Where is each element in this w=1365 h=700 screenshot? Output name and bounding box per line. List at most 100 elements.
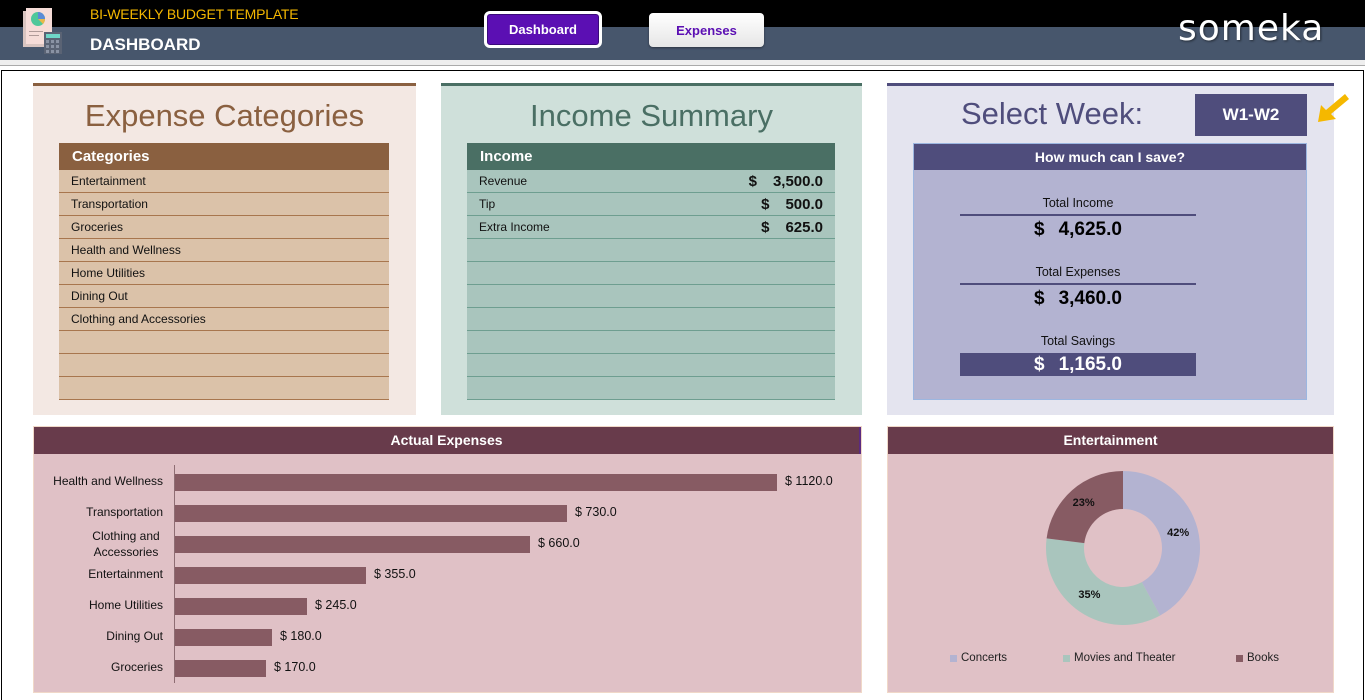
legend-item[interactable]: Concerts [950, 652, 1007, 664]
expense-categories-panel: Expense Categories Categories Entertainm… [33, 83, 416, 415]
bar[interactable] [175, 505, 567, 522]
bar-chart-axis [174, 465, 175, 683]
donut-chart[interactable] [1046, 471, 1200, 625]
category-row[interactable]: Home Utilities [59, 262, 389, 285]
app-title: BI-WEEKLY BUDGET TEMPLATE [90, 6, 299, 22]
income-summary-panel: Income Summary Income Revenue $3,500.0 Ti… [441, 83, 862, 415]
currency-symbol: $ [1034, 288, 1045, 309]
category-row[interactable]: Entertainment [59, 170, 389, 193]
categories-table: Categories Entertainment Transportation … [59, 143, 389, 400]
app-header: BI-WEEKLY BUDGET TEMPLATE DASHBOARD Dash… [0, 0, 1365, 60]
donut-slice[interactable] [1123, 471, 1200, 616]
income-value: 3,500.0 [772, 173, 823, 190]
currency-symbol: $ [748, 173, 757, 190]
week-selector-dropdown[interactable]: W1-W2 [1195, 94, 1307, 136]
income-summary-title: Income Summary [530, 98, 773, 133]
bar-row: Dining Out $ 180.0 [34, 628, 861, 648]
legend-label: Books [1247, 652, 1279, 664]
bar-value-label: $ 180.0 [280, 629, 322, 643]
budget-logo-icon [23, 8, 62, 54]
donut-percent-label: 42% [1167, 526, 1190, 539]
savings-header: How much can I save? [914, 144, 1306, 170]
income-row-empty[interactable] [467, 285, 835, 308]
currency-symbol: $ [1034, 354, 1045, 375]
total-expenses-label: Total Expenses [1035, 265, 1121, 279]
income-row[interactable]: Extra Income $625.0 [467, 216, 835, 239]
donut-percent-label: 35% [1078, 588, 1101, 601]
bar[interactable] [175, 567, 366, 584]
total-income-value: $4,625.0 [960, 219, 1196, 241]
dashboard-nav-button[interactable]: Dashboard [484, 11, 602, 48]
page-title: DASHBOARD [90, 35, 201, 54]
currency-symbol: $ [761, 196, 770, 213]
bar[interactable] [175, 660, 266, 677]
expense-categories-title: Expense Categories [84, 98, 365, 133]
category-row[interactable]: Transportation [59, 193, 389, 216]
income-value: 500.0 [785, 196, 823, 213]
legend-swatch-icon [950, 654, 957, 662]
header-divider [0, 60, 1365, 66]
total-income-label: Total Income [1042, 196, 1114, 210]
bar-category-label: Dining Out [106, 629, 163, 643]
category-row[interactable]: Clothing and Accessories [59, 308, 389, 331]
bar[interactable] [175, 474, 777, 491]
income-row[interactable]: Tip $500.0 [467, 193, 835, 216]
pointer-arrow-icon [1318, 94, 1349, 122]
bar-category-label: Groceries [110, 660, 163, 674]
category-row-empty[interactable] [59, 377, 389, 400]
legend-label: Movies and Theater [1074, 652, 1176, 664]
total-expenses-value: $3,460.0 [960, 288, 1196, 310]
income-row[interactable]: Revenue $3,500.0 [467, 170, 835, 193]
income-label: Extra Income [479, 220, 550, 234]
income-label: Revenue [479, 174, 528, 188]
entertainment-chart-title: Entertainment [888, 427, 1333, 454]
income-row-empty[interactable] [467, 377, 835, 400]
bar-category-label: Health and Wellness [53, 474, 163, 488]
income-row-empty[interactable] [467, 262, 835, 285]
bar-value-label: $ 660.0 [538, 536, 580, 550]
bar-row: Clothing and Accessories $ 660.0 [34, 529, 861, 559]
legend-item[interactable]: Books [1236, 652, 1279, 664]
total-savings-label: Total Savings [1040, 334, 1116, 348]
category-row[interactable]: Health and Wellness [59, 239, 389, 262]
income-row-empty[interactable] [467, 331, 835, 354]
bar[interactable] [175, 629, 272, 646]
donut-slice[interactable] [1046, 538, 1161, 625]
bar[interactable] [175, 598, 307, 615]
expenses-nav-button[interactable]: Expenses [649, 13, 764, 47]
category-row[interactable]: Dining Out [59, 285, 389, 308]
income-row-empty[interactable] [467, 239, 835, 262]
bar-category-label: Home Utilities [88, 598, 163, 612]
divider-line [960, 214, 1196, 216]
donut-slice[interactable] [1046, 471, 1123, 544]
bar-value-label: $ 730.0 [575, 505, 617, 519]
category-row-empty[interactable] [59, 331, 389, 354]
actual-expenses-title: Actual Expenses [34, 427, 861, 454]
savings-summary-box: How much can I save? Total Income $4,625… [913, 143, 1307, 400]
bar-value-label: $ 355.0 [374, 567, 416, 581]
actual-expenses-chart: Actual Expenses Health and Wellness $ 112… [33, 426, 862, 693]
currency-symbol: $ [761, 219, 770, 236]
bar-category-label: Transportation [86, 505, 163, 519]
total-savings-amount: 1,165.0 [1058, 354, 1122, 375]
category-row-empty[interactable] [59, 354, 389, 377]
bar-value-label: $ 245.0 [315, 598, 357, 612]
category-row[interactable]: Groceries [59, 216, 389, 239]
bar[interactable] [175, 536, 530, 553]
categories-header: Categories [59, 143, 389, 170]
legend-item[interactable]: Movies and Theater [1063, 652, 1175, 664]
bar-row: Transportation $ 730.0 [34, 504, 861, 524]
income-row-empty[interactable] [467, 308, 835, 331]
select-week-panel: Select Week: W1-W2 How much can I save? … [887, 83, 1349, 415]
bar-category-label: Entertainment [88, 567, 163, 581]
income-value: 625.0 [785, 219, 823, 236]
income-label: Tip [479, 197, 496, 211]
legend-swatch-icon [1063, 654, 1070, 662]
bar-category-label: Clothing and Accessories [92, 529, 160, 559]
income-row-empty[interactable] [467, 354, 835, 377]
legend-label: Concerts [961, 652, 1008, 664]
bar-row: Home Utilities $ 245.0 [34, 597, 861, 617]
divider-line [960, 283, 1196, 285]
bar-value-label: $ 170.0 [274, 660, 316, 674]
income-header: Income [467, 143, 835, 170]
